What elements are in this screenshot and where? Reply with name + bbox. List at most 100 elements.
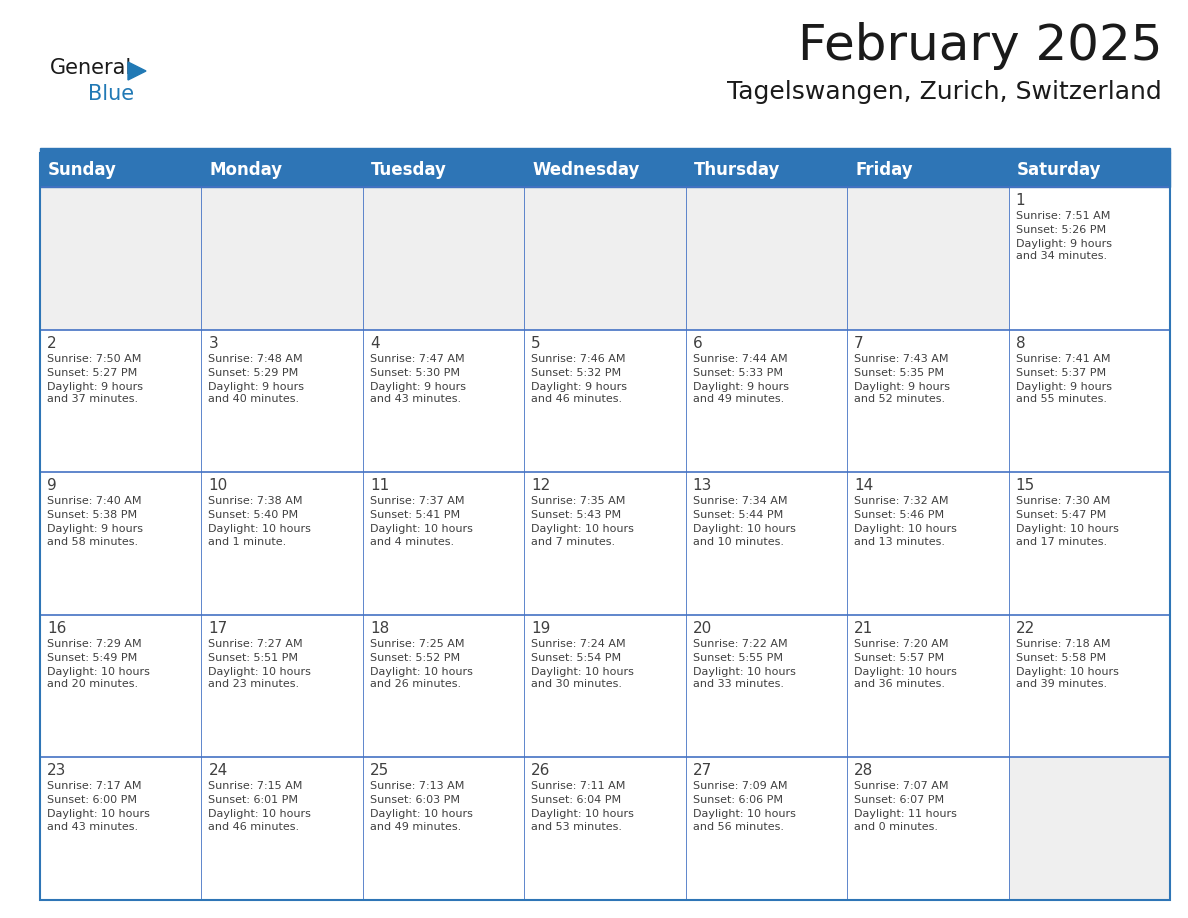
Bar [40,330,202,472]
Text: 5: 5 [531,336,541,351]
Text: 2: 2 [48,336,57,351]
Text: Sunrise: 7:24 AM: Sunrise: 7:24 AM [531,639,626,649]
Text: 3: 3 [208,336,219,351]
Text: Sunset: 5:46 PM: Sunset: 5:46 PM [854,510,944,521]
Text: Sunrise: 7:22 AM: Sunrise: 7:22 AM [693,639,788,649]
Text: 23: 23 [48,764,67,778]
Text: Sunrise: 7:07 AM: Sunrise: 7:07 AM [854,781,949,791]
Text: Sunset: 6:04 PM: Sunset: 6:04 PM [531,795,621,805]
Text: 15: 15 [1016,478,1035,493]
Text: Sunset: 5:47 PM: Sunset: 5:47 PM [1016,510,1106,521]
Bar [847,615,1009,757]
Text: Daylight: 11 hours
and 0 minutes.: Daylight: 11 hours and 0 minutes. [854,810,958,832]
Bar [847,187,1009,330]
Text: Daylight: 10 hours
and 20 minutes.: Daylight: 10 hours and 20 minutes. [48,666,150,689]
Text: Sunrise: 7:18 AM: Sunrise: 7:18 AM [1016,639,1110,649]
Text: Daylight: 10 hours
and 4 minutes.: Daylight: 10 hours and 4 minutes. [369,524,473,546]
Text: Sunset: 5:43 PM: Sunset: 5:43 PM [531,510,621,521]
Text: Daylight: 10 hours
and 56 minutes.: Daylight: 10 hours and 56 minutes. [693,810,796,832]
Text: 27: 27 [693,764,712,778]
Bar [685,187,847,330]
Text: 9: 9 [48,478,57,493]
Text: Daylight: 10 hours
and 1 minute.: Daylight: 10 hours and 1 minute. [208,524,311,546]
Bar [362,187,524,330]
Text: Daylight: 10 hours
and 46 minutes.: Daylight: 10 hours and 46 minutes. [208,810,311,832]
Text: Sunrise: 7:30 AM: Sunrise: 7:30 AM [1016,497,1110,506]
Text: Sunrise: 7:40 AM: Sunrise: 7:40 AM [48,497,141,506]
Bar [202,757,362,900]
Text: 18: 18 [369,621,390,636]
Text: Sunrise: 7:27 AM: Sunrise: 7:27 AM [208,639,303,649]
Text: 19: 19 [531,621,551,636]
Text: 21: 21 [854,621,873,636]
Bar [1009,615,1170,757]
Text: Daylight: 10 hours
and 7 minutes.: Daylight: 10 hours and 7 minutes. [531,524,634,546]
Text: 25: 25 [369,764,390,778]
Text: 28: 28 [854,764,873,778]
Text: Sunrise: 7:13 AM: Sunrise: 7:13 AM [369,781,465,791]
Text: Sunrise: 7:46 AM: Sunrise: 7:46 AM [531,353,626,364]
Text: 6: 6 [693,336,702,351]
Text: Daylight: 10 hours
and 10 minutes.: Daylight: 10 hours and 10 minutes. [693,524,796,546]
Text: 22: 22 [1016,621,1035,636]
Text: Sunrise: 7:35 AM: Sunrise: 7:35 AM [531,497,626,506]
Text: Sunset: 5:27 PM: Sunset: 5:27 PM [48,367,138,377]
Text: Sunrise: 7:15 AM: Sunrise: 7:15 AM [208,781,303,791]
Text: Daylight: 10 hours
and 53 minutes.: Daylight: 10 hours and 53 minutes. [531,810,634,832]
Text: Saturday: Saturday [1017,161,1101,179]
Text: Friday: Friday [855,161,912,179]
Bar [524,187,685,330]
Text: Sunset: 5:32 PM: Sunset: 5:32 PM [531,367,621,377]
Text: Daylight: 9 hours
and 40 minutes.: Daylight: 9 hours and 40 minutes. [208,382,304,404]
Bar [524,757,685,900]
Text: Blue: Blue [88,84,134,104]
Text: Daylight: 10 hours
and 36 minutes.: Daylight: 10 hours and 36 minutes. [854,666,958,689]
Text: Sunset: 5:51 PM: Sunset: 5:51 PM [208,653,298,663]
Text: Sunset: 5:55 PM: Sunset: 5:55 PM [693,653,783,663]
Bar [524,330,685,472]
Text: Sunset: 5:49 PM: Sunset: 5:49 PM [48,653,138,663]
Text: 8: 8 [1016,336,1025,351]
Bar [1009,330,1170,472]
Bar [202,330,362,472]
Text: Sunset: 6:01 PM: Sunset: 6:01 PM [208,795,298,805]
Text: Sunset: 5:35 PM: Sunset: 5:35 PM [854,367,944,377]
Text: General: General [50,58,132,78]
Text: Sunset: 5:52 PM: Sunset: 5:52 PM [369,653,460,663]
Bar [1009,472,1170,615]
Text: Sunrise: 7:41 AM: Sunrise: 7:41 AM [1016,353,1110,364]
Text: Sunset: 5:58 PM: Sunset: 5:58 PM [1016,653,1106,663]
Bar [362,615,524,757]
Text: Daylight: 10 hours
and 30 minutes.: Daylight: 10 hours and 30 minutes. [531,666,634,689]
Bar [362,757,524,900]
Text: Sunrise: 7:11 AM: Sunrise: 7:11 AM [531,781,626,791]
Bar [685,615,847,757]
Text: Sunset: 6:07 PM: Sunset: 6:07 PM [854,795,944,805]
Bar [362,472,524,615]
Text: 10: 10 [208,478,228,493]
Text: Tagelswangen, Zurich, Switzerland: Tagelswangen, Zurich, Switzerland [727,80,1162,104]
Text: Sunrise: 7:32 AM: Sunrise: 7:32 AM [854,497,949,506]
Text: Sunset: 5:26 PM: Sunset: 5:26 PM [1016,225,1106,235]
Bar [40,153,1170,900]
Text: Thursday: Thursday [694,161,781,179]
Bar [202,472,362,615]
Text: 7: 7 [854,336,864,351]
Text: Sunset: 5:37 PM: Sunset: 5:37 PM [1016,367,1106,377]
Text: Daylight: 9 hours
and 34 minutes.: Daylight: 9 hours and 34 minutes. [1016,239,1112,262]
Text: Sunrise: 7:09 AM: Sunrise: 7:09 AM [693,781,788,791]
Text: Daylight: 10 hours
and 39 minutes.: Daylight: 10 hours and 39 minutes. [1016,666,1118,689]
Text: Monday: Monday [209,161,283,179]
Text: Daylight: 9 hours
and 58 minutes.: Daylight: 9 hours and 58 minutes. [48,524,143,546]
Bar [202,187,362,330]
Text: Daylight: 10 hours
and 13 minutes.: Daylight: 10 hours and 13 minutes. [854,524,958,546]
Text: 17: 17 [208,621,228,636]
Text: 13: 13 [693,478,712,493]
Bar [40,757,202,900]
Text: 4: 4 [369,336,379,351]
Text: 26: 26 [531,764,551,778]
Text: Daylight: 9 hours
and 55 minutes.: Daylight: 9 hours and 55 minutes. [1016,382,1112,404]
Text: Daylight: 9 hours
and 37 minutes.: Daylight: 9 hours and 37 minutes. [48,382,143,404]
Text: Sunset: 6:06 PM: Sunset: 6:06 PM [693,795,783,805]
Bar [1009,187,1170,330]
